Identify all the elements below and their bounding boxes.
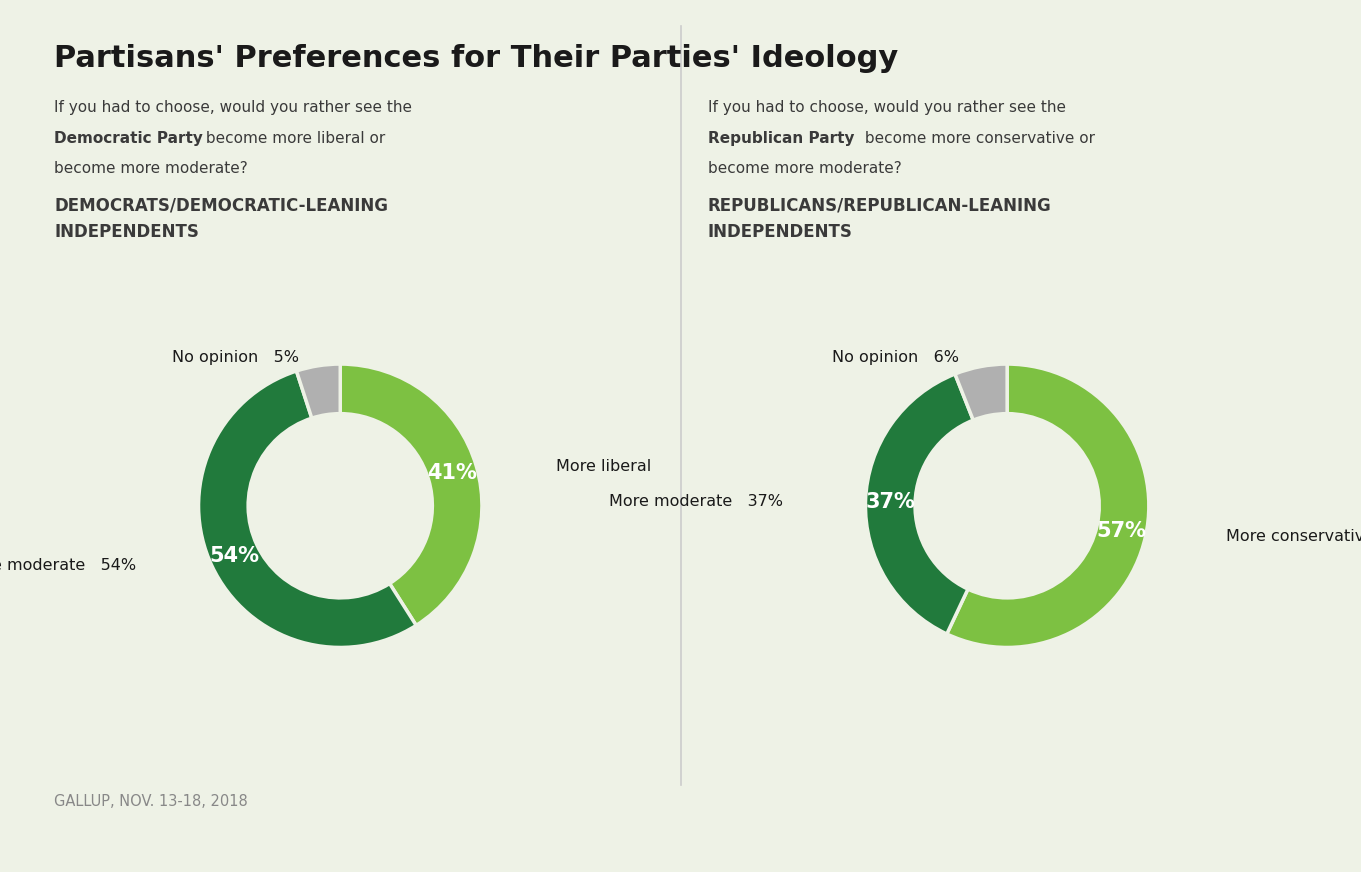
Wedge shape (199, 371, 416, 647)
Text: Democratic Party: Democratic Party (54, 131, 203, 146)
Text: Republican Party: Republican Party (708, 131, 855, 146)
Text: 37%: 37% (866, 492, 915, 512)
Text: become more moderate?: become more moderate? (708, 161, 901, 176)
Wedge shape (340, 364, 482, 625)
Text: become more liberal or: become more liberal or (201, 131, 385, 146)
Text: become more moderate?: become more moderate? (54, 161, 248, 176)
Text: DEMOCRATS/DEMOCRATIC-LEANING
INDEPENDENTS: DEMOCRATS/DEMOCRATIC-LEANING INDEPENDENT… (54, 196, 388, 241)
Wedge shape (947, 364, 1149, 648)
Text: If you had to choose, would you rather see the: If you had to choose, would you rather s… (54, 100, 412, 115)
Text: 57%: 57% (1096, 521, 1146, 542)
Text: More conservative: More conservative (1226, 528, 1361, 544)
Text: No opinion   5%: No opinion 5% (171, 350, 299, 364)
Text: GALLUP, NOV. 13-18, 2018: GALLUP, NOV. 13-18, 2018 (54, 794, 248, 808)
Wedge shape (955, 364, 1007, 420)
Circle shape (915, 413, 1100, 598)
Text: Partisans' Preferences for Their Parties' Ideology: Partisans' Preferences for Their Parties… (54, 44, 898, 72)
Text: 54%: 54% (210, 546, 260, 566)
Text: If you had to choose, would you rather see the: If you had to choose, would you rather s… (708, 100, 1066, 115)
Wedge shape (866, 374, 973, 634)
Text: More moderate   37%: More moderate 37% (608, 494, 783, 509)
Wedge shape (297, 364, 340, 419)
Text: More liberal: More liberal (557, 460, 652, 474)
Text: become more conservative or: become more conservative or (860, 131, 1096, 146)
Text: More moderate   54%: More moderate 54% (0, 558, 136, 573)
Text: REPUBLICANS/REPUBLICAN-LEANING
INDEPENDENTS: REPUBLICANS/REPUBLICAN-LEANING INDEPENDE… (708, 196, 1052, 241)
Circle shape (248, 413, 433, 598)
Text: 41%: 41% (427, 463, 478, 483)
Text: No opinion   6%: No opinion 6% (832, 351, 960, 365)
